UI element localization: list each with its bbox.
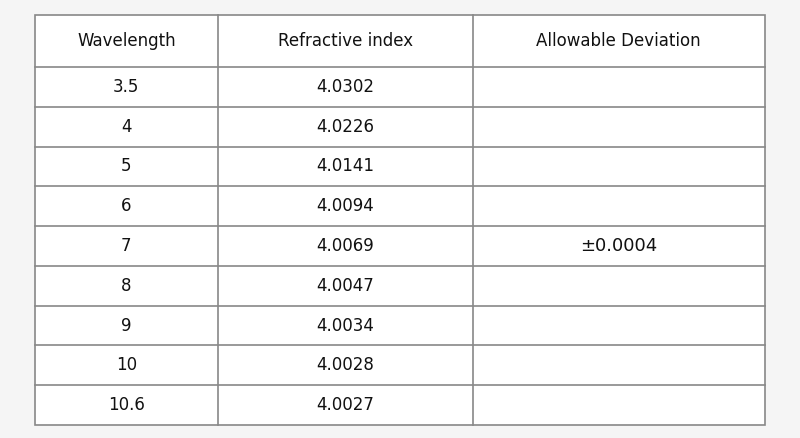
Text: 4.0094: 4.0094 [316,197,374,215]
Text: 10.6: 10.6 [108,396,145,414]
Text: 4.0226: 4.0226 [316,118,374,136]
Text: Allowable Deviation: Allowable Deviation [537,32,701,50]
Text: 7: 7 [121,237,132,255]
Text: 4.0027: 4.0027 [316,396,374,414]
Text: 4.0302: 4.0302 [316,78,374,96]
Text: 4: 4 [121,118,132,136]
Text: 3.5: 3.5 [113,78,139,96]
Text: 8: 8 [121,277,132,295]
Text: 6: 6 [121,197,132,215]
Text: Refractive index: Refractive index [278,32,413,50]
Text: 4.0028: 4.0028 [316,357,374,374]
Text: 5: 5 [121,157,132,176]
Text: 10: 10 [116,357,137,374]
Text: 9: 9 [121,317,132,335]
Text: Wavelength: Wavelength [77,32,176,50]
Text: ±0.0004: ±0.0004 [580,237,658,255]
Text: 4.0034: 4.0034 [316,317,374,335]
Text: 4.0141: 4.0141 [316,157,374,176]
Text: 4.0069: 4.0069 [316,237,374,255]
Text: 4.0047: 4.0047 [316,277,374,295]
